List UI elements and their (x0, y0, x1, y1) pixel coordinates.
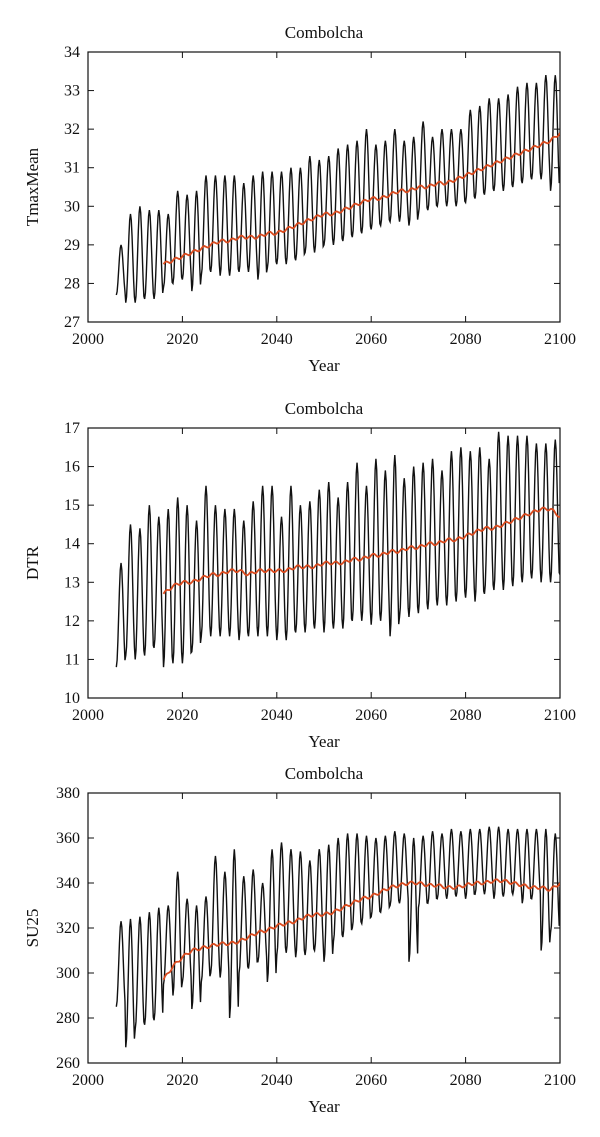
y-tick-label: 380 (56, 785, 80, 802)
y-tick-label: 340 (56, 875, 80, 892)
series-black-line (115, 75, 560, 303)
plot-frame (87, 792, 561, 1064)
x-axis-label: Year (308, 356, 340, 375)
series-orange-line (162, 132, 560, 265)
series-orange-line (162, 878, 560, 981)
x-tick-label: 2100 (544, 707, 576, 724)
x-tick-label: 2040 (261, 331, 293, 348)
series-black-line (115, 431, 560, 668)
y-tick-label: 12 (64, 613, 80, 630)
x-tick-label: 2020 (166, 331, 198, 348)
x-tick-label: 2020 (166, 1072, 198, 1089)
chart-title: Combolcha (285, 23, 364, 42)
x-axis-label: Year (308, 732, 340, 751)
y-tick-label: 31 (64, 160, 80, 177)
y-tick-label: 32 (64, 121, 80, 138)
chart-title: Combolcha (285, 764, 364, 783)
y-tick-label: 10 (64, 690, 80, 707)
y-axis-label: TmaxMean (23, 147, 42, 226)
x-tick-label: 2060 (355, 707, 387, 724)
y-tick-label: 30 (64, 198, 80, 215)
y-axis-label: SU25 (23, 909, 42, 948)
chart-title: Combolcha (285, 399, 364, 418)
y-tick-label: 33 (64, 83, 80, 100)
x-tick-label: 2000 (72, 1072, 104, 1089)
x-axis-label: Year (308, 1097, 340, 1116)
x-tick-label: 2080 (450, 331, 482, 348)
y-tick-label: 360 (56, 830, 80, 847)
x-tick-label: 2020 (166, 707, 198, 724)
y-tick-label: 11 (65, 651, 80, 668)
x-tick-label: 2100 (544, 331, 576, 348)
x-tick-label: 2000 (72, 707, 104, 724)
y-tick-label: 280 (56, 1010, 80, 1027)
series-black-line (115, 826, 560, 1048)
plot-frame (87, 427, 561, 699)
x-tick-label: 2100 (544, 1072, 576, 1089)
y-tick-label: 28 (64, 275, 80, 292)
x-tick-label: 2060 (355, 1072, 387, 1089)
y-tick-label: 27 (64, 314, 80, 331)
y-tick-label: 320 (56, 920, 80, 937)
y-tick-label: 29 (64, 237, 80, 254)
y-tick-label: 17 (64, 420, 80, 437)
y-tick-label: 16 (64, 459, 80, 476)
x-tick-label: 2040 (261, 707, 293, 724)
series-orange-line (162, 506, 560, 595)
y-tick-label: 300 (56, 965, 80, 982)
chart-2: Combolcha 2000 2020 2040 2060 2080 2100 10 11 12 1… (23, 399, 576, 751)
x-tick-label: 2000 (72, 331, 104, 348)
y-tick-label: 34 (64, 44, 80, 61)
chart-3: Combolcha 2000 2020 2040 2060 2080 2100 260 280 3… (23, 764, 576, 1116)
y-tick-label: 15 (64, 497, 80, 514)
x-tick-label: 2080 (450, 1072, 482, 1089)
plot-frame (87, 51, 561, 323)
y-axis-label: DTR (23, 545, 42, 580)
x-tick-label: 2040 (261, 1072, 293, 1089)
y-tick-label: 13 (64, 574, 80, 591)
x-tick-label: 2060 (355, 331, 387, 348)
chart-1: Combolcha 2000 2020 2040 2060 2080 2100 27 28 29 3… (23, 23, 576, 375)
y-tick-label: 14 (64, 536, 80, 553)
y-tick-label: 260 (56, 1055, 80, 1072)
x-tick-label: 2080 (450, 707, 482, 724)
